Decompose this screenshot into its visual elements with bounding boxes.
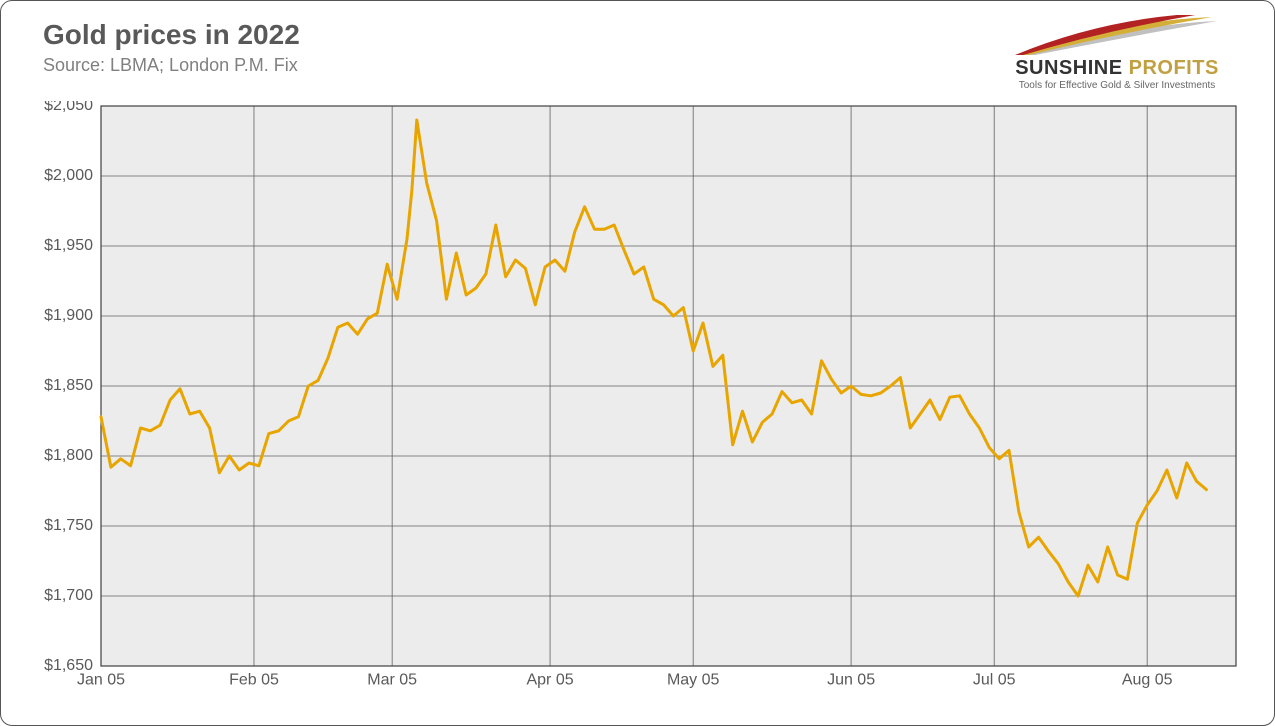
chart-area: $1,650$1,700$1,750$1,800$1,850$1,900$1,9… — [31, 101, 1246, 701]
chart-card: Gold prices in 2022 Source: LBMA; London… — [0, 0, 1275, 726]
y-axis-tick-label: $1,900 — [44, 307, 93, 324]
x-axis-tick-label: Apr 05 — [526, 671, 573, 688]
x-axis-tick-label: Jul 05 — [973, 671, 1016, 688]
y-axis-tick-label: $1,950 — [44, 237, 93, 254]
logo-brand-text: SUNSHINE PROFITS — [982, 57, 1252, 80]
chart-header: Gold prices in 2022 Source: LBMA; London… — [43, 19, 300, 76]
y-axis-tick-label: $1,800 — [44, 447, 93, 464]
line-chart-svg: $1,650$1,700$1,750$1,800$1,850$1,900$1,9… — [31, 101, 1246, 701]
chart-subtitle: Source: LBMA; London P.M. Fix — [43, 55, 300, 76]
y-axis-tick-label: $1,750 — [44, 517, 93, 534]
logo-swoosh-icon — [1007, 15, 1227, 59]
y-axis-tick-label: $2,000 — [44, 167, 93, 184]
x-axis-tick-label: May 05 — [667, 671, 720, 688]
x-axis-tick-label: Mar 05 — [367, 671, 417, 688]
x-axis-tick-label: Feb 05 — [229, 671, 279, 688]
x-axis-tick-label: Jan 05 — [77, 671, 125, 688]
y-axis-tick-label: $1,700 — [44, 587, 93, 604]
logo-word-1: SUNSHINE — [1015, 57, 1122, 79]
y-axis-tick-label: $2,050 — [44, 101, 93, 114]
chart-title: Gold prices in 2022 — [43, 19, 300, 51]
logo-word-2: PROFITS — [1129, 57, 1219, 79]
x-axis-tick-label: Aug 05 — [1122, 671, 1173, 688]
brand-logo: SUNSHINE PROFITS Tools for Effective Gol… — [982, 15, 1252, 91]
x-axis-tick-label: Jun 05 — [827, 671, 875, 688]
y-axis-tick-label: $1,850 — [44, 377, 93, 394]
logo-tagline: Tools for Effective Gold & Silver Invest… — [982, 80, 1252, 91]
